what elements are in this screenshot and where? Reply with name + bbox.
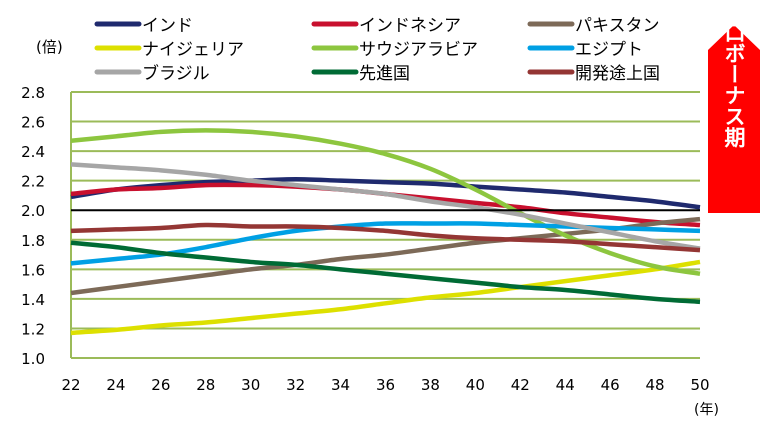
y-tick-label: 1.6 — [21, 261, 45, 279]
x-tick-label: 24 — [106, 376, 125, 394]
y-tick-label: 1.4 — [21, 291, 45, 309]
x-tick-label: 30 — [241, 376, 260, 394]
x-tick-label: 50 — [690, 376, 709, 394]
legend-item: サウジアラビア — [311, 40, 478, 60]
bonus-period-annotation: 人口ボーナス期 — [708, 1, 760, 213]
x-tick-label: 26 — [151, 376, 170, 394]
y-tick-label: 2.0 — [21, 202, 45, 220]
legend-label: 開発途上国 — [575, 64, 660, 84]
legend-item: 開発途上国 — [527, 64, 660, 84]
x-tick-label: 28 — [196, 376, 215, 394]
x-tick-labels: 22 24 26 28 30 32 34 36 38 40 42 44 46 48 50 — [61, 376, 709, 394]
y-tick-label: 2.6 — [21, 114, 45, 132]
legend-item: インド — [94, 16, 193, 36]
legend-label: インド — [142, 16, 193, 36]
x-tick-label: 38 — [421, 376, 440, 394]
y-axis-unit-label: (倍) — [36, 38, 63, 56]
x-tick-label: 46 — [601, 376, 620, 394]
x-axis-unit-label: (年) — [694, 402, 719, 418]
bonus-period-label: 人口ボーナス期 — [722, 1, 746, 149]
x-tick-label: 34 — [331, 376, 350, 394]
legend-label: サウジアラビア — [359, 40, 478, 60]
series-lines — [70, 128, 701, 336]
legend-label: ナイジェリア — [142, 40, 244, 60]
x-tick-label: 32 — [286, 376, 305, 394]
y-tick-label: 2.2 — [21, 173, 45, 191]
bonus-period-arrow-shape — [708, 25, 760, 213]
x-tick-label: 42 — [511, 376, 530, 394]
y-tick-label: 1.0 — [21, 350, 45, 368]
legend-label: ブラジル — [142, 63, 210, 84]
legend-item: ナイジェリア — [94, 40, 244, 60]
y-tick-labels: 1.0 1.2 1.4 1.6 1.8 2.0 2.2 2.4 2.6 2.8 — [21, 84, 45, 368]
series-line-サウジアラビア — [70, 128, 701, 276]
series-line-インドネシア — [70, 182, 701, 228]
legend-item: パキスタン — [527, 16, 660, 36]
series-line-インド — [70, 176, 701, 210]
x-tick-label: 22 — [61, 376, 80, 394]
series-line-開発途上国 — [70, 222, 701, 253]
legend-label: インドネシア — [359, 16, 461, 36]
x-tick-label: 48 — [646, 376, 665, 394]
y-tick-label: 1.2 — [21, 320, 45, 338]
legend-label: 先進国 — [359, 64, 410, 84]
x-tick-label: 36 — [376, 376, 395, 394]
y-tick-label: 2.8 — [21, 84, 45, 102]
legend-label: エジプト — [575, 40, 643, 60]
legend-item: インドネシア — [311, 16, 461, 36]
legend-item: エジプト — [527, 40, 643, 60]
y-tick-label: 2.4 — [21, 143, 45, 161]
legend-item: 先進国 — [311, 64, 410, 84]
series-line-ナイジェリア — [70, 259, 701, 336]
x-tick-label: 40 — [466, 376, 485, 394]
series-line-先進国 — [70, 240, 701, 305]
y-tick-label: 1.8 — [21, 232, 45, 250]
legend-item: ブラジル — [94, 63, 210, 84]
legend-label: パキスタン — [575, 16, 660, 36]
x-tick-label: 44 — [556, 376, 575, 394]
series-line-ブラジル — [70, 162, 701, 251]
